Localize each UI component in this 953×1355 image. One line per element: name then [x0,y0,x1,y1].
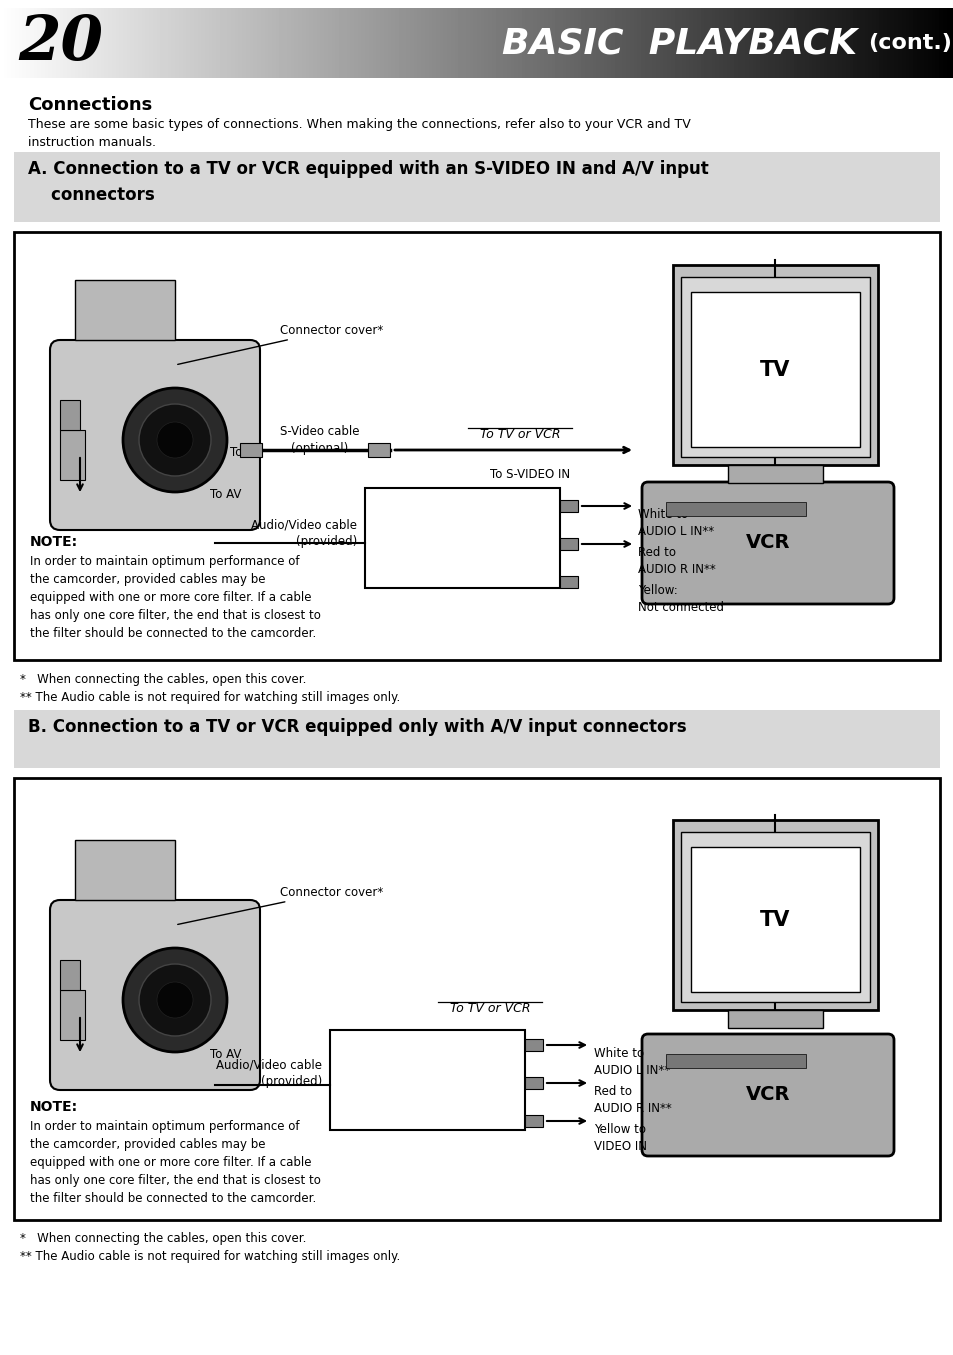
Bar [75,280,174,340]
Text: NOTE:: NOTE: [30,1100,78,1114]
Bar [240,443,262,457]
FancyBboxPatch shape [50,340,260,530]
Text: Yellow:
Not connected: Yellow: Not connected [638,584,723,614]
Text: VCR: VCR [745,534,789,553]
Text: ** The Audio cable is not required for watching still images only.: ** The Audio cable is not required for w… [20,691,400,705]
Text: TV: TV [759,911,789,930]
Bar [559,538,578,550]
Bar [727,465,822,482]
Bar [680,276,869,457]
Bar [60,991,85,1041]
Bar [524,1115,542,1127]
FancyBboxPatch shape [641,482,893,604]
Text: Red to
AUDIO R IN**: Red to AUDIO R IN** [638,546,715,576]
Text: Connector cover*: Connector cover* [177,886,383,924]
Text: To AV: To AV [210,489,241,501]
Circle shape [139,404,211,476]
Text: Connections: Connections [28,96,152,114]
Bar [14,152,939,222]
Bar [665,1054,805,1068]
Text: To TV or VCR: To TV or VCR [449,1001,530,1015]
Bar [368,443,390,457]
Bar [524,1077,542,1089]
Text: Audio/Video cable
(provided): Audio/Video cable (provided) [251,518,356,547]
Text: Audio/Video cable
(provided): Audio/Video cable (provided) [215,1058,322,1088]
Bar [524,1039,542,1051]
Text: VCR: VCR [745,1085,789,1104]
Circle shape [139,963,211,1037]
Text: To TV or VCR: To TV or VCR [479,428,559,440]
Text: ** The Audio cable is not required for watching still images only.: ** The Audio cable is not required for w… [20,1251,400,1263]
Bar [672,266,877,465]
Text: *   When connecting the cables, open this cover.: * When connecting the cables, open this … [20,1232,306,1245]
Bar [680,832,869,1001]
Text: B. Connection to a TV or VCR equipped only with A/V input connectors: B. Connection to a TV or VCR equipped on… [28,718,686,736]
Bar [75,840,174,900]
Bar [559,576,578,588]
FancyBboxPatch shape [641,1034,893,1156]
Text: (cont.): (cont.) [867,33,951,53]
Text: To S-VIDEO IN: To S-VIDEO IN [490,467,570,481]
Bar [14,778,939,1220]
Bar [60,430,85,480]
Bar [365,488,559,588]
Bar [690,291,859,447]
Text: In order to maintain optimum performance of
the camcorder, provided cables may b: In order to maintain optimum performance… [30,1121,320,1205]
Text: These are some basic types of connections. When making the connections, refer al: These are some basic types of connection… [28,118,690,149]
Circle shape [123,388,227,492]
Text: 20: 20 [18,14,103,73]
Bar [14,232,939,660]
Bar [665,501,805,516]
Bar [690,847,859,992]
Circle shape [157,421,193,458]
Text: NOTE:: NOTE: [30,535,78,549]
Text: To AV: To AV [210,1049,241,1061]
Text: To S: To S [230,446,253,458]
Bar [60,400,80,430]
Bar [727,1009,822,1028]
Circle shape [123,948,227,1051]
Bar [672,820,877,1009]
Bar [559,500,578,512]
Text: TV: TV [759,360,789,379]
Text: A. Connection to a TV or VCR equipped with an S-VIDEO IN and A/V input
    conne: A. Connection to a TV or VCR equipped wi… [28,160,708,205]
Text: S-Video cable
(optional): S-Video cable (optional) [280,425,359,455]
Text: BASIC  PLAYBACK: BASIC PLAYBACK [502,26,857,60]
Bar [14,710,939,768]
Circle shape [157,982,193,1018]
Text: White to
AUDIO L IN**: White to AUDIO L IN** [638,508,714,538]
Bar [60,959,80,991]
Text: Connector cover*: Connector cover* [177,324,383,364]
Text: White to
AUDIO L IN**: White to AUDIO L IN** [594,1047,669,1077]
Text: In order to maintain optimum performance of
the camcorder, provided cables may b: In order to maintain optimum performance… [30,556,320,640]
Text: Red to
AUDIO R IN**: Red to AUDIO R IN** [594,1085,671,1115]
Text: *   When connecting the cables, open this cover.: * When connecting the cables, open this … [20,673,306,686]
Text: Yellow to
VIDEO IN: Yellow to VIDEO IN [594,1123,646,1153]
FancyBboxPatch shape [50,900,260,1089]
Bar [330,1030,524,1130]
